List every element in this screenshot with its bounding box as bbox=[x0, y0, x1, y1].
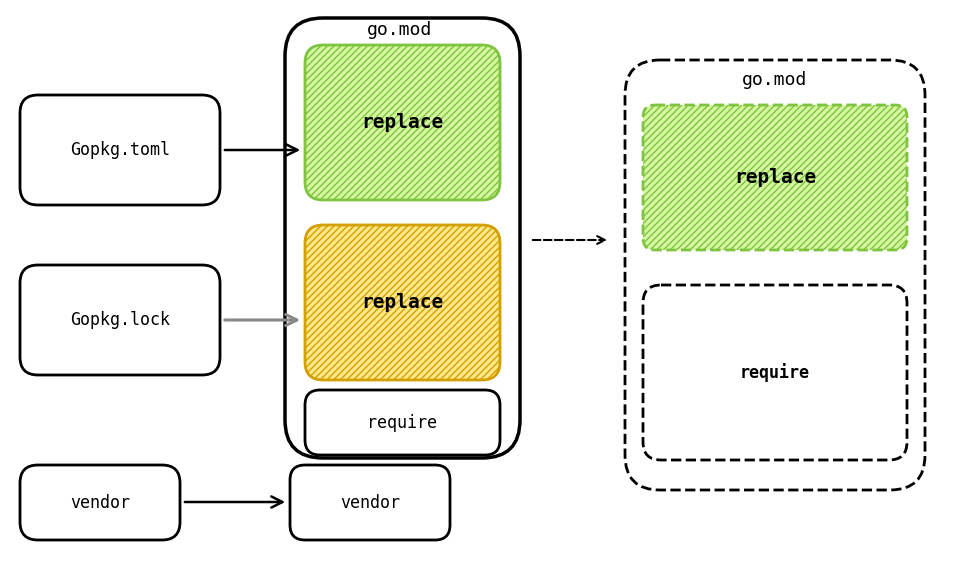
Text: Gopkg.lock: Gopkg.lock bbox=[70, 311, 170, 329]
Text: vendor: vendor bbox=[70, 494, 130, 512]
Text: replace: replace bbox=[734, 168, 816, 187]
Text: go.mod: go.mod bbox=[367, 21, 433, 39]
Text: require: require bbox=[368, 414, 438, 432]
Text: replace: replace bbox=[361, 293, 444, 312]
FancyBboxPatch shape bbox=[20, 95, 220, 205]
Text: replace: replace bbox=[361, 113, 444, 132]
FancyBboxPatch shape bbox=[305, 390, 500, 455]
FancyBboxPatch shape bbox=[305, 225, 500, 380]
FancyBboxPatch shape bbox=[285, 18, 520, 458]
FancyBboxPatch shape bbox=[305, 45, 500, 200]
Text: go.mod: go.mod bbox=[742, 71, 808, 89]
FancyBboxPatch shape bbox=[643, 105, 907, 250]
Text: vendor: vendor bbox=[340, 494, 400, 512]
Text: Gopkg.toml: Gopkg.toml bbox=[70, 141, 170, 159]
FancyBboxPatch shape bbox=[290, 465, 450, 540]
FancyBboxPatch shape bbox=[643, 285, 907, 460]
FancyBboxPatch shape bbox=[625, 60, 925, 490]
FancyBboxPatch shape bbox=[20, 265, 220, 375]
Text: require: require bbox=[740, 363, 810, 382]
FancyBboxPatch shape bbox=[20, 465, 180, 540]
